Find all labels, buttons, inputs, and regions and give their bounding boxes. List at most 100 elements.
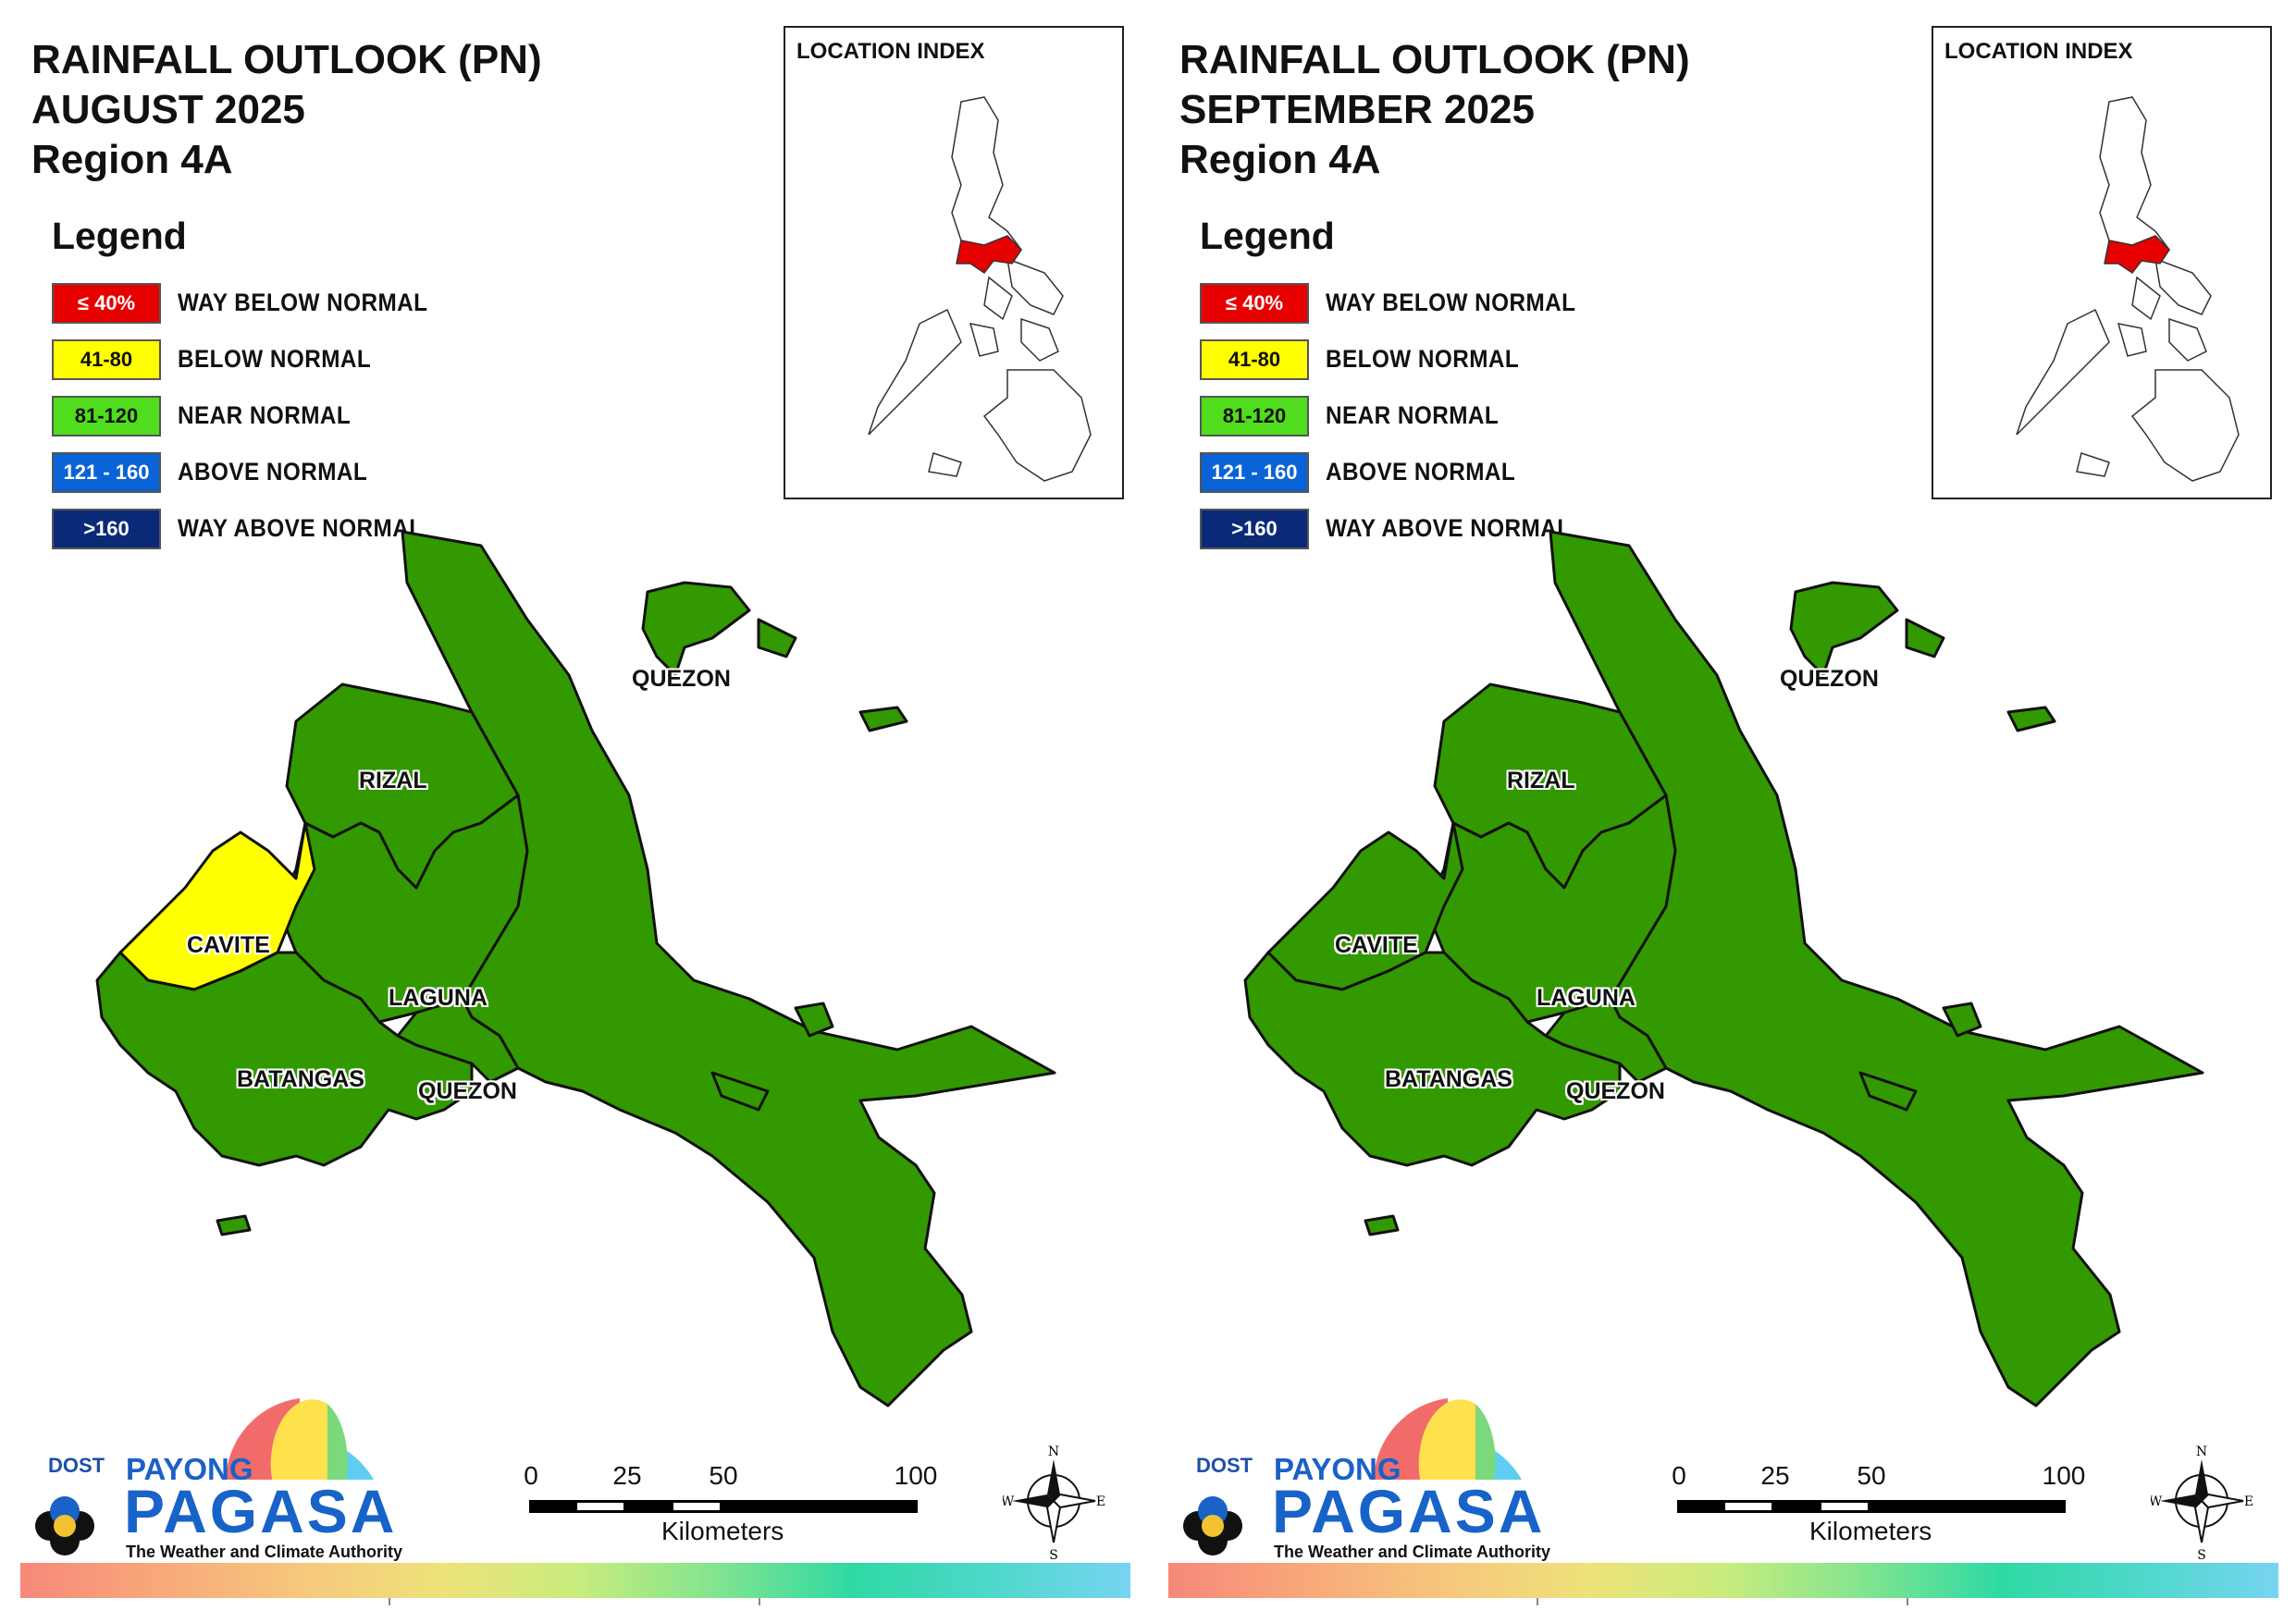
logo-payong: PAYONG [1274, 1452, 1401, 1486]
philippines-index-map [868, 96, 1092, 482]
region-4a-map [95, 530, 1056, 1408]
scale-tick-label: 0 [1672, 1461, 1686, 1490]
legend-item: >160 WAY ABOVE NORMAL [1200, 500, 1604, 557]
legend-label: NEAR NORMAL [1326, 401, 1500, 429]
legend-swatch: ≤ 40% [52, 282, 161, 324]
label-rizal: RIZAL [1507, 768, 1575, 793]
logo-pagasa: PAGASA [124, 1477, 398, 1545]
scale-bar-graphic [529, 1500, 918, 1513]
logo-tagline: The Weather and Climate Authority [1274, 1543, 1551, 1561]
label-batangas: BATANGAS [237, 1066, 364, 1092]
title-line-2: SEPTEMBER 2025 [1179, 87, 1535, 132]
legend-item: 41-80 BELOW NORMAL [1200, 331, 1604, 387]
outlook-panel-september: RAINFALL OUTLOOK (PN) SEPTEMBER 2025 Reg… [1148, 0, 2296, 1623]
island-polillo [1789, 581, 1899, 677]
compass-s: S [2197, 1548, 2206, 1561]
location-index: LOCATION INDEX [784, 26, 1124, 499]
island-marinduque [794, 1002, 834, 1038]
scale-tick-label: 50 [1857, 1461, 1886, 1490]
province-quezon [401, 530, 1056, 1408]
scale-bar-graphic [1677, 1500, 2066, 1513]
compass-e: E [1096, 1494, 1105, 1509]
north-arrow-icon: N S E W [1001, 1441, 1105, 1563]
legend-label: BELOW NORMAL [1326, 345, 1520, 373]
legend-item: 81-120 NEAR NORMAL [1200, 387, 1604, 444]
umbrella-icon [35, 1398, 374, 1555]
scale-tick-label: 25 [612, 1461, 642, 1490]
legend-title: Legend [1200, 215, 1335, 257]
compass-w: W [1003, 1494, 1015, 1509]
province-quezon-south [396, 997, 520, 1084]
compass-w: W [2151, 1494, 2163, 1509]
color-gradient-bar [1168, 1563, 2278, 1605]
location-index-title: LOCATION INDEX [1944, 39, 2133, 64]
island-marinduque [1942, 1002, 1982, 1038]
label-laguna: LAGUNA [1537, 985, 1636, 1011]
island-small-2 [2006, 706, 2056, 732]
umbrella-icon [1183, 1398, 1522, 1555]
logo-dost: DOST [1196, 1454, 1253, 1477]
compass-n: N [2196, 1445, 2207, 1459]
legend-label: NEAR NORMAL [178, 401, 352, 429]
label-rizal: RIZAL [359, 768, 427, 793]
title-line-3: Region 4A [1179, 137, 1381, 182]
island-small-4 [1858, 1071, 1918, 1112]
label-quezon-north: QUEZON [1780, 666, 1879, 692]
legend-label: ABOVE NORMAL [178, 458, 368, 486]
label-quezon-south: QUEZON [1566, 1078, 1665, 1104]
location-index-title: LOCATION INDEX [796, 39, 985, 64]
scale-tick-label: 100 [894, 1461, 938, 1490]
legend-swatch: >160 [52, 508, 161, 549]
province-batangas [95, 951, 474, 1167]
scale-tick-label: 100 [2042, 1461, 2086, 1490]
legend-item: 41-80 BELOW NORMAL [52, 331, 456, 387]
scale-units: Kilometers [661, 1517, 784, 1545]
scale-bar: 0 25 50 100 Kilometers [1672, 1461, 2085, 1563]
label-cavite: CAVITE [1335, 932, 1418, 958]
legend-swatch: 81-120 [52, 395, 161, 436]
legend-label: WAY ABOVE NORMAL [1326, 514, 1572, 542]
legend-swatch: 121 - 160 [1200, 451, 1309, 493]
label-quezon-south: QUEZON [418, 1078, 517, 1104]
pagasa-logo: DOST PAYONG PAGASA The Weather and Clima… [31, 1387, 402, 1568]
island-polillo [641, 581, 751, 677]
logo-payong: PAYONG [126, 1452, 253, 1486]
island-small-4 [710, 1071, 770, 1112]
label-batangas: BATANGAS [1385, 1066, 1512, 1092]
legend-swatch: 41-80 [1200, 338, 1309, 380]
legend-label: ABOVE NORMAL [1326, 458, 1516, 486]
island-small-2 [858, 706, 908, 732]
logo-pagasa: PAGASA [1272, 1477, 1546, 1545]
island-small-1 [757, 618, 797, 658]
north-arrow-icon: N S E W [2149, 1441, 2253, 1563]
legend-label: WAY BELOW NORMAL [1326, 289, 1576, 316]
compass-n: N [1048, 1445, 1059, 1459]
province-batangas [1243, 951, 1622, 1167]
island-small-3 [1364, 1214, 1400, 1236]
logo-tagline: The Weather and Climate Authority [126, 1543, 403, 1561]
region-4a-highlight [2104, 235, 2170, 275]
scale-tick-label: 50 [709, 1461, 738, 1490]
legend-label: WAY BELOW NORMAL [178, 289, 428, 316]
title-line-1: RAINFALL OUTLOOK (PN) [31, 37, 542, 82]
label-cavite: CAVITE [187, 932, 270, 958]
label-quezon-north: QUEZON [632, 666, 731, 692]
legend-item: 121 - 160 ABOVE NORMAL [1200, 444, 1604, 500]
scale-bar: 0 25 50 100 Kilometers [524, 1461, 937, 1563]
scale-tick-label: 0 [524, 1461, 538, 1490]
map-title: RAINFALL OUTLOOK (PN) AUGUST 2025 Region… [31, 35, 542, 185]
title-line-3: Region 4A [31, 137, 233, 182]
label-laguna: LAGUNA [389, 985, 488, 1011]
region-4a-map [1243, 530, 2204, 1408]
map-title: RAINFALL OUTLOOK (PN) SEPTEMBER 2025 Reg… [1179, 35, 1690, 185]
legend-item: ≤ 40% WAY BELOW NORMAL [1200, 275, 1604, 331]
legend-label: WAY ABOVE NORMAL [178, 514, 424, 542]
scale-tick-label: 25 [1760, 1461, 1790, 1490]
legend: Legend ≤ 40% WAY BELOW NORMAL 41-80 BELO… [52, 215, 456, 557]
island-small-3 [216, 1214, 252, 1236]
legend-item: 81-120 NEAR NORMAL [52, 387, 456, 444]
legend-item: ≤ 40% WAY BELOW NORMAL [52, 275, 456, 331]
province-quezon-south [1544, 997, 1668, 1084]
outlook-panel-august: RAINFALL OUTLOOK (PN) AUGUST 2025 Region… [20, 26, 1130, 1605]
compass-s: S [1049, 1548, 1058, 1561]
